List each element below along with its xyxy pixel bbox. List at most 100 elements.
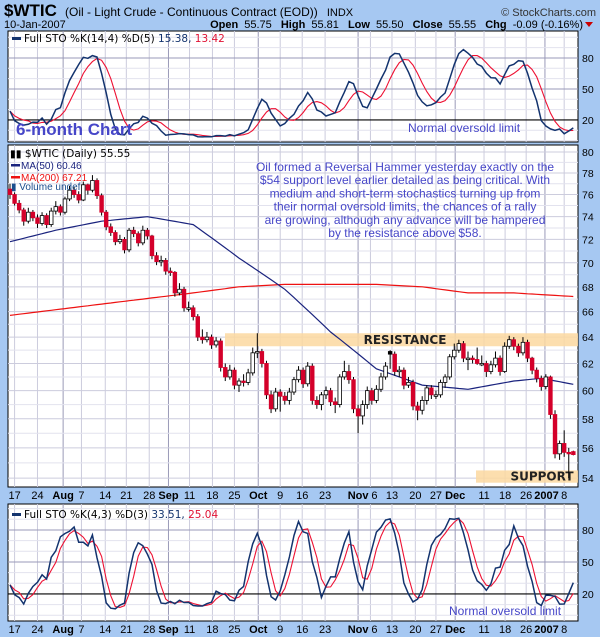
candle-body: [154, 255, 159, 262]
candle: [507, 335, 512, 349]
candle: [314, 396, 320, 409]
open-label: Open: [210, 19, 238, 31]
candle: [470, 355, 475, 364]
candle-body: [67, 189, 72, 200]
candle-body: [85, 184, 91, 191]
date: 10-Jan-2007: [4, 19, 66, 31]
candle-body: [552, 414, 558, 455]
candle-body: [456, 343, 462, 351]
candle-body: [360, 404, 365, 417]
candle-body: [378, 376, 384, 390]
candle: [85, 183, 91, 195]
candle: [39, 212, 45, 226]
candle: [529, 356, 535, 375]
y-tick-label: 74: [582, 212, 594, 224]
x-tick-label: 9: [277, 624, 283, 636]
candle-body: [259, 351, 265, 364]
candle: [200, 329, 205, 344]
candle: [7, 183, 13, 199]
candle: [154, 252, 159, 266]
candle: [94, 178, 100, 199]
candle-body: [186, 307, 191, 310]
candle-body: [488, 364, 494, 372]
x-tick-label: Oct: [249, 624, 268, 636]
candle-body: [236, 380, 242, 386]
x-tick-label: 16: [296, 624, 308, 636]
candle: [131, 226, 136, 238]
x-tick-label: 6: [371, 624, 377, 636]
candle: [218, 338, 223, 372]
candle: [250, 347, 255, 376]
candle-body: [131, 229, 136, 235]
commentary-line: $54 support level earlier detailed as be…: [260, 173, 550, 187]
candle-body: [296, 369, 301, 381]
candle-body: [442, 376, 448, 383]
candle: [387, 350, 393, 369]
candle-body: [190, 307, 196, 318]
resistance-band: [225, 333, 578, 347]
candle: [53, 201, 58, 215]
x-tick-label: 8: [561, 490, 567, 502]
candle-body: [470, 357, 475, 361]
candle: [310, 363, 315, 405]
x-tick-label: 2007: [534, 624, 558, 636]
candle-body: [278, 391, 283, 397]
candle: [378, 372, 384, 393]
y-tick-label: 78: [582, 168, 594, 180]
candle-body: [177, 288, 182, 294]
candle-body: [511, 339, 516, 347]
candle-body: [145, 229, 150, 237]
candle-body: [113, 232, 118, 243]
candle: [497, 355, 503, 376]
candle: [126, 227, 132, 253]
symbol: $WTIC: [4, 1, 57, 20]
candle: [16, 200, 22, 214]
candle-body: [419, 399, 425, 411]
candle: [58, 204, 63, 216]
candle-body: [310, 365, 315, 401]
candle-body: [163, 260, 168, 272]
candle: [172, 271, 178, 297]
candle: [291, 376, 297, 395]
candle-body: [282, 395, 287, 401]
candle: [484, 360, 489, 377]
candle: [195, 314, 200, 342]
top-sto-legend: Full STO %K(14,4) %D(5) 15.38, 13.42: [24, 33, 225, 45]
high-value: 55.81: [311, 19, 339, 31]
commentary-line: are growing, although any advance will b…: [265, 213, 546, 227]
x-tick-label: 28: [143, 490, 155, 502]
candle-body: [117, 239, 123, 243]
x-tick-label: 17: [8, 490, 20, 502]
candle-body: [543, 376, 549, 387]
candle-body: [99, 195, 104, 213]
candle-body: [355, 408, 361, 417]
candle: [255, 333, 260, 359]
resistance-label: RESISTANCE: [364, 333, 447, 347]
x-tick-label: 23: [319, 624, 331, 636]
description: (Oil - Light Crude - Continuous Contract…: [65, 5, 318, 19]
candle: [209, 334, 214, 349]
candle: [49, 207, 54, 227]
candle-body: [415, 405, 420, 411]
x-tick-label: Oct: [249, 490, 268, 502]
chg-value: -0.09 (-0.16%): [513, 19, 583, 31]
x-tick-label: 11: [478, 490, 489, 502]
candle: [488, 360, 494, 375]
candle: [516, 343, 521, 357]
candle: [30, 209, 36, 222]
candle: [287, 387, 292, 405]
x-tick-label: Nov: [348, 624, 370, 636]
candle-body: [122, 239, 127, 251]
candle-body: [181, 288, 187, 309]
candle: [571, 450, 576, 456]
candle: [62, 196, 68, 215]
y-tick-label: 20: [582, 115, 594, 127]
candle: [227, 364, 233, 380]
commentary-line: medium and short-term stochastics turnin…: [270, 186, 541, 200]
candle: [117, 234, 123, 245]
candle-body: [12, 194, 17, 204]
candle: [397, 366, 402, 377]
k-line-legend-icon: [12, 37, 21, 40]
candle-body: [26, 211, 31, 222]
